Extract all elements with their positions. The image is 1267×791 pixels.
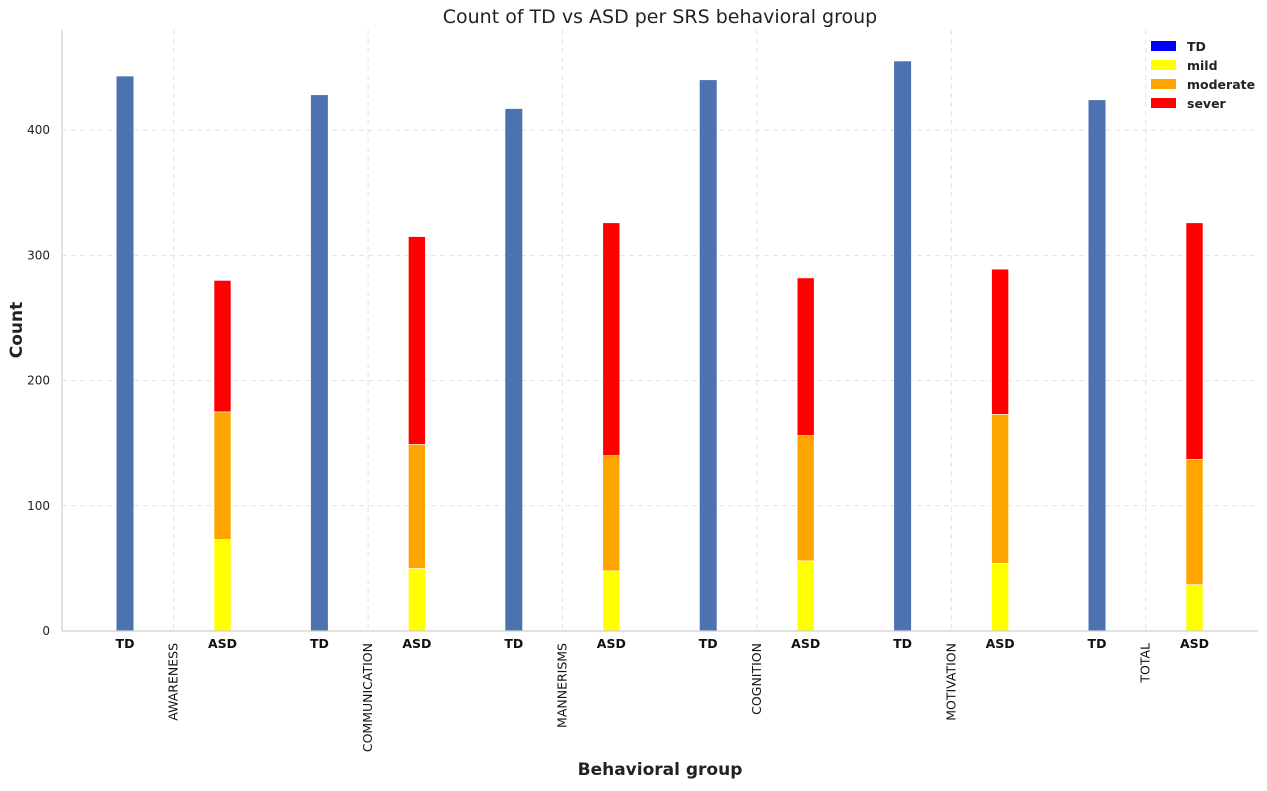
td-bar — [1088, 100, 1106, 631]
asd-mild-segment — [991, 563, 1009, 632]
legend-swatch-moderate — [1151, 79, 1176, 89]
axes-layer — [61, 30, 1258, 632]
asd-moderate-segment — [991, 414, 1009, 564]
x-tick-label-asd: ASD — [986, 636, 1015, 651]
td-bar — [699, 80, 717, 632]
asd-sever-segment — [1185, 222, 1204, 460]
bars-layer — [116, 61, 1204, 632]
x-tick-label-td: TD — [504, 636, 523, 651]
asd-sever-segment — [213, 280, 232, 413]
asd-mild-segment — [1185, 584, 1204, 632]
y-tick-label: 400 — [27, 123, 50, 137]
x-tick-label-asd: ASD — [402, 636, 431, 651]
asd-mild-segment — [408, 568, 426, 632]
x-axis-title: Behavioral group — [578, 760, 743, 780]
asd-mild-segment — [213, 539, 232, 632]
asd-sever-segment — [602, 222, 621, 457]
group-label: COMMUNICATION — [360, 643, 375, 752]
asd-sever-segment — [408, 236, 426, 445]
td-bar — [894, 61, 912, 632]
group-label: TOTAL — [1138, 643, 1153, 684]
legend-swatch-mild — [1151, 60, 1176, 70]
legend-swatch-td — [1151, 41, 1176, 51]
x-tick-label-td: TD — [116, 636, 135, 651]
x-tick-label-asd: ASD — [791, 636, 820, 651]
td-bar — [116, 76, 134, 631]
x-tick-label-td: TD — [699, 636, 718, 651]
legend-label-moderate: moderate — [1187, 77, 1255, 92]
group-label: MOTIVATION — [943, 643, 958, 721]
legend-swatch-sever — [1151, 98, 1176, 108]
asd-moderate-segment — [408, 444, 426, 569]
legend-label-sever: sever — [1187, 96, 1227, 111]
labels-layer: 0 100 200 300 400 TD ASD AWARENESS TD ASD COMMUNIC… — [27, 123, 1209, 752]
asd-moderate-segment — [213, 411, 232, 540]
td-bar — [310, 95, 328, 631]
asd-moderate-segment — [796, 435, 815, 562]
asd-mild-segment — [602, 570, 621, 632]
legend-label-mild: mild — [1187, 58, 1218, 73]
asd-sever-segment — [796, 277, 815, 436]
x-tick-label-asd: ASD — [208, 636, 237, 651]
y-axis-title: Count — [7, 302, 27, 359]
x-tick-label-td: TD — [310, 636, 329, 651]
y-tick-label: 100 — [27, 499, 50, 513]
x-tick-label-td: TD — [893, 636, 912, 651]
grid-layer — [62, 30, 1258, 631]
x-tick-label-td: TD — [1088, 636, 1107, 651]
chart-title: Count of TD vs ASD per SRS behavioral gr… — [443, 6, 878, 28]
x-tick-label-asd: ASD — [597, 636, 626, 651]
group-label: COGNITION — [749, 643, 764, 715]
y-tick-label: 0 — [42, 624, 50, 638]
asd-mild-segment — [796, 560, 815, 632]
group-label: AWARENESS — [166, 643, 181, 721]
legend: TD mild moderate sever — [1151, 39, 1255, 111]
asd-moderate-segment — [1185, 459, 1204, 585]
asd-sever-segment — [991, 268, 1009, 415]
y-tick-label: 300 — [27, 248, 50, 262]
asd-moderate-segment — [602, 455, 621, 572]
group-label: MANNERISMS — [555, 643, 570, 728]
legend-label-td: TD — [1187, 39, 1206, 54]
x-tick-label-asd: ASD — [1180, 636, 1209, 651]
td-bar — [505, 108, 523, 632]
y-tick-label: 200 — [27, 374, 50, 388]
